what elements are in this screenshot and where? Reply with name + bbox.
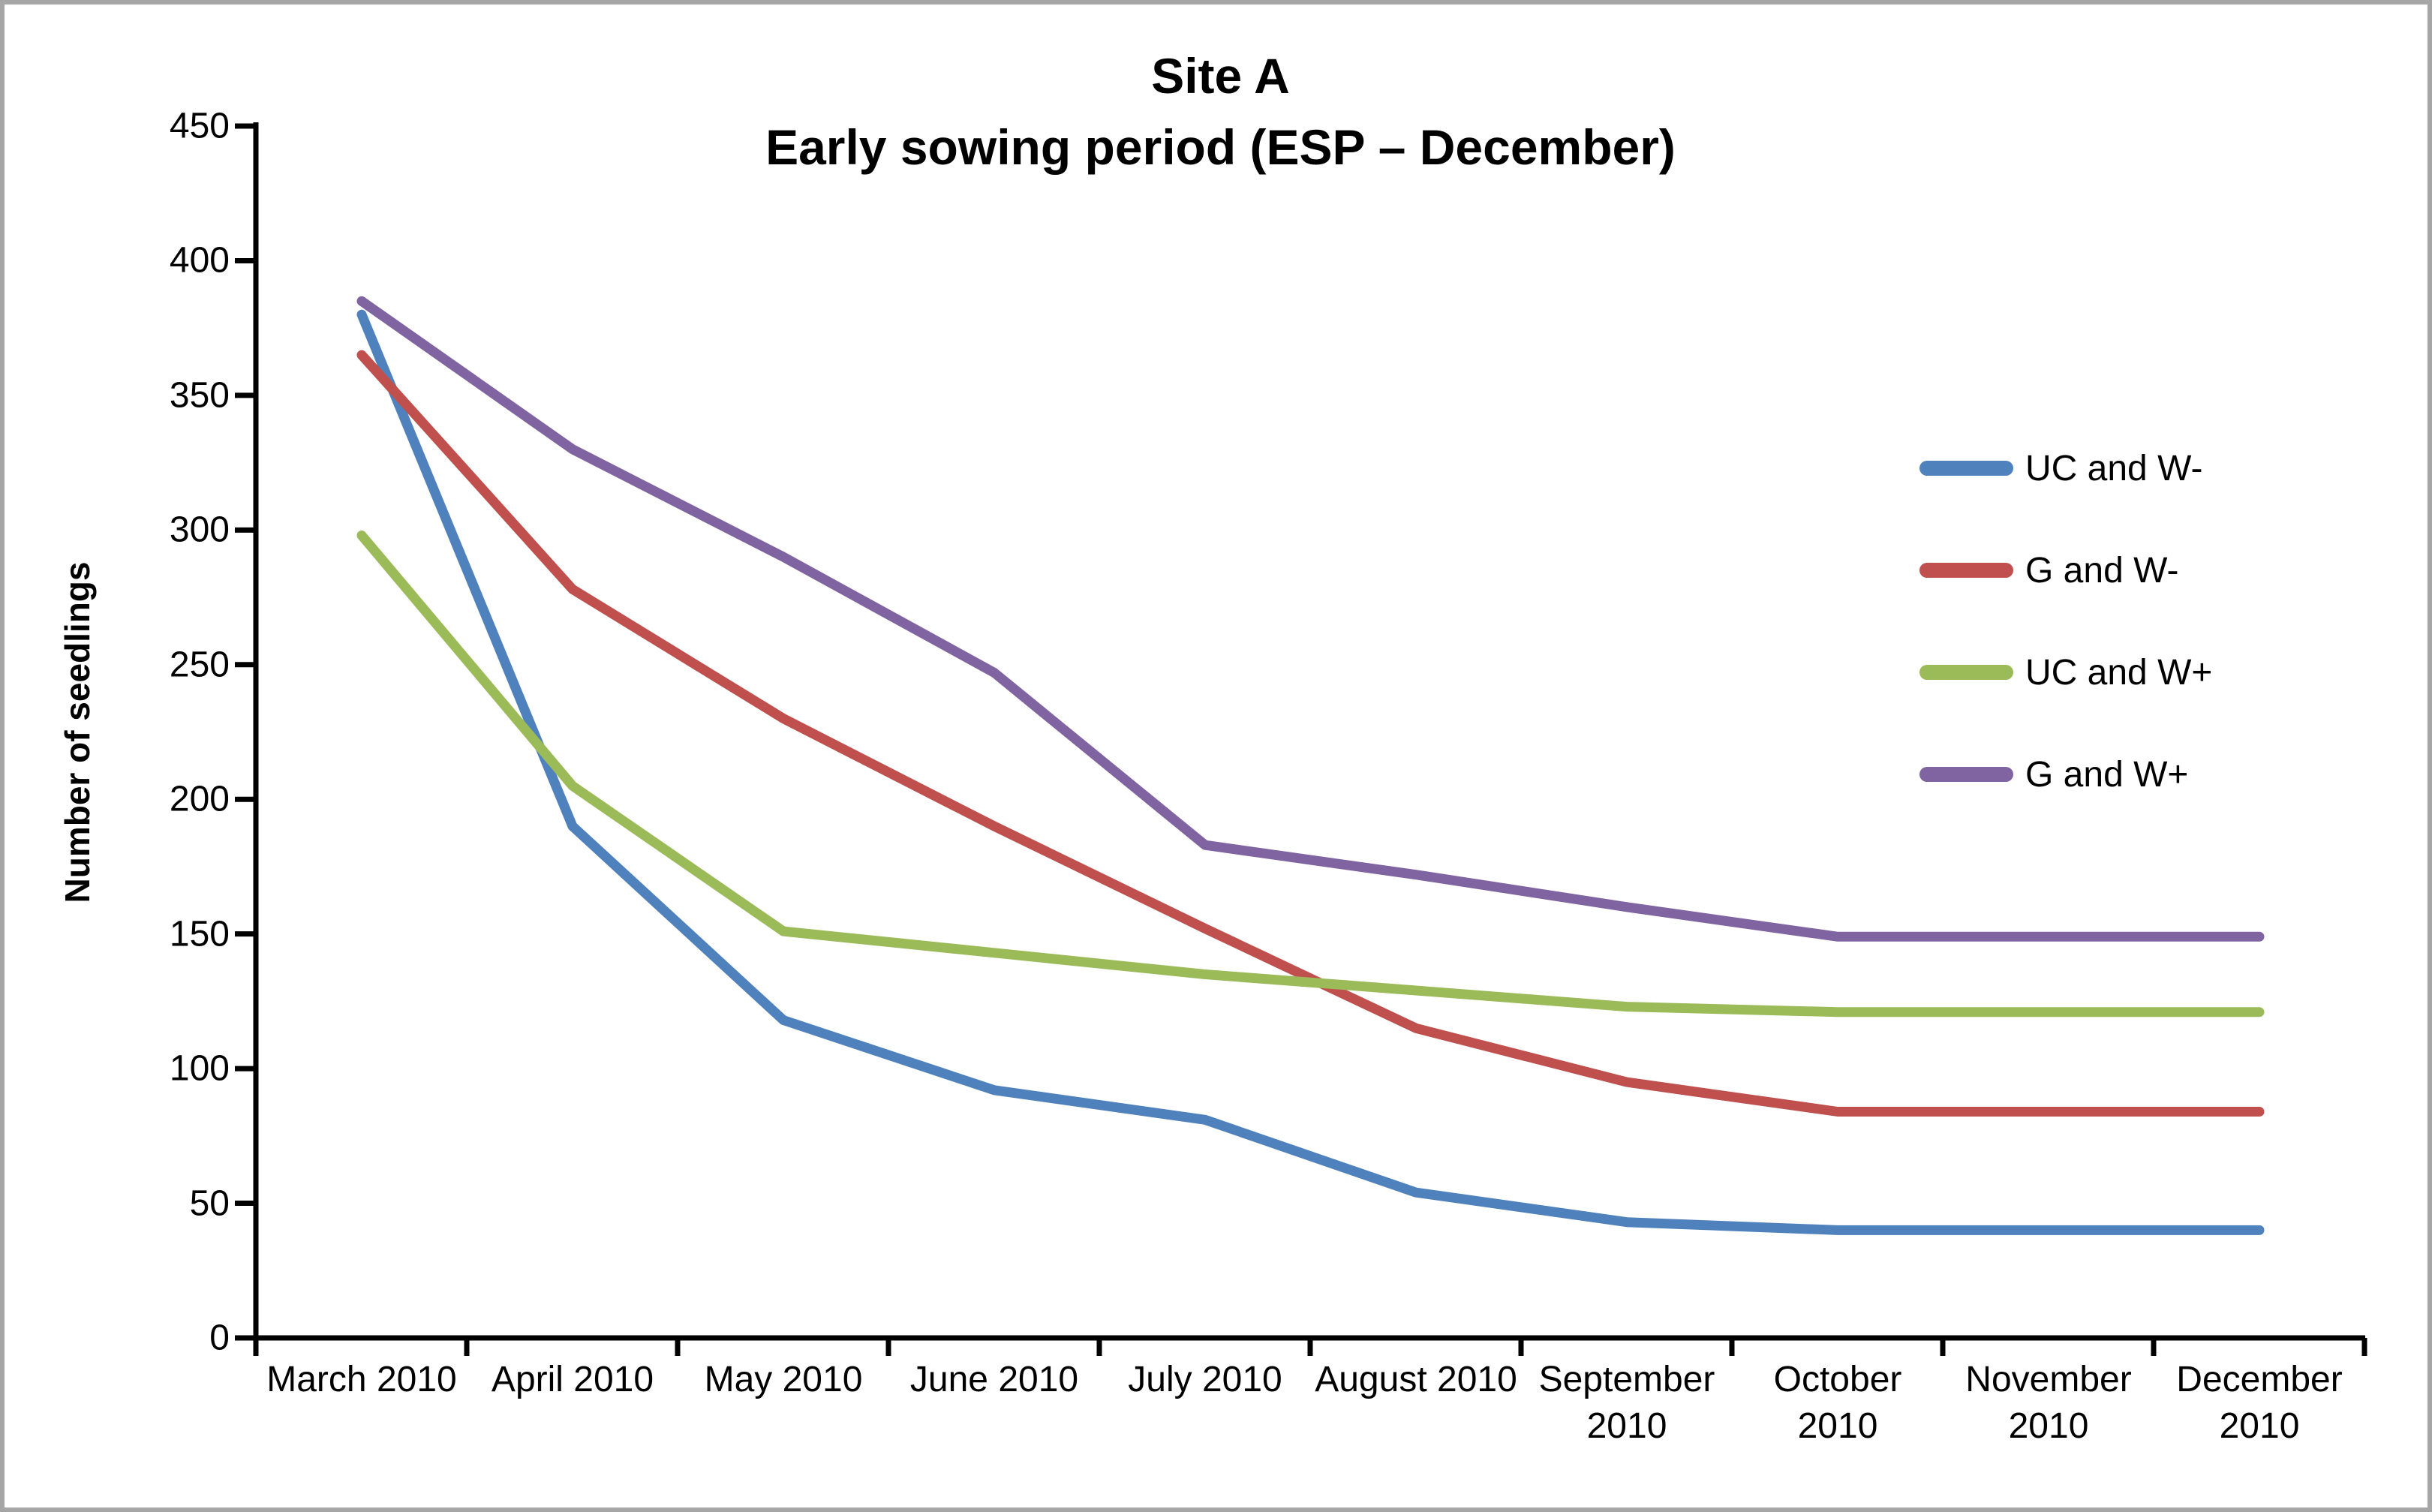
legend-label-g-w-plus: G and W+ — [2025, 754, 2189, 795]
legend-swatch-g-w-plus — [1919, 767, 2013, 782]
legend-swatch-uc-w-plus — [1919, 665, 2013, 680]
series-line-uc-w-minus — [356, 309, 2265, 1235]
y-tick-label: 100 — [169, 1048, 230, 1089]
x-tick-label: August 2010 — [1315, 1360, 1517, 1399]
chart-canvas — [235, 122, 2367, 1356]
chart-title-line1: Site A — [1151, 48, 1290, 104]
x-tick-label: July 2010 — [1128, 1360, 1282, 1399]
legend-swatch-uc-w-minus — [1919, 461, 2013, 476]
x-tick-label: May 2010 — [704, 1360, 863, 1399]
x-tick-label: June 2010 — [909, 1360, 1079, 1399]
x-tick-label: October 2010 — [1773, 1360, 1902, 1446]
y-tick-label: 0 — [209, 1318, 230, 1358]
y-tick-label: 400 — [169, 240, 230, 281]
x-tick-label: November 2010 — [1965, 1360, 2132, 1446]
x-tick-label: September 2010 — [1538, 1360, 1715, 1446]
legend-item-uc-w-plus: UC and W+ — [1919, 650, 2212, 695]
chart-title: Site A Early sowing period (ESP – Decemb… — [5, 41, 2427, 183]
series-line-g-w-plus — [356, 296, 2265, 942]
y-tick-label: 350 — [169, 375, 230, 416]
y-tick-label: 450 — [169, 106, 230, 146]
y-tick-label: 300 — [169, 510, 230, 550]
y-tick-label: 150 — [169, 914, 230, 954]
legend-label-uc-w-minus: UC and W- — [2025, 448, 2203, 488]
y-tick-label: 250 — [169, 645, 230, 685]
x-tick-label: March 2010 — [266, 1360, 457, 1399]
x-tick-label: December 2010 — [2176, 1360, 2343, 1446]
legend-item-uc-w-minus: UC and W- — [1919, 446, 2203, 491]
x-tick-label: April 2010 — [491, 1360, 654, 1399]
series-line-uc-w-plus — [356, 531, 2265, 1018]
y-tick-label: 50 — [189, 1183, 230, 1224]
legend-label-g-w-minus: G and W- — [2025, 550, 2179, 591]
legend-label-uc-w-plus: UC and W+ — [2025, 652, 2213, 693]
y-tick-label: 200 — [169, 779, 230, 819]
legend-item-g-w-plus: G and W+ — [1919, 752, 2188, 797]
y-axis-title: Number of seedlings — [58, 561, 97, 903]
chart-title-line2: Early sowing period (ESP – December) — [765, 119, 1676, 175]
legend-item-g-w-minus: G and W- — [1919, 548, 2179, 593]
legend-swatch-g-w-minus — [1919, 563, 2013, 578]
